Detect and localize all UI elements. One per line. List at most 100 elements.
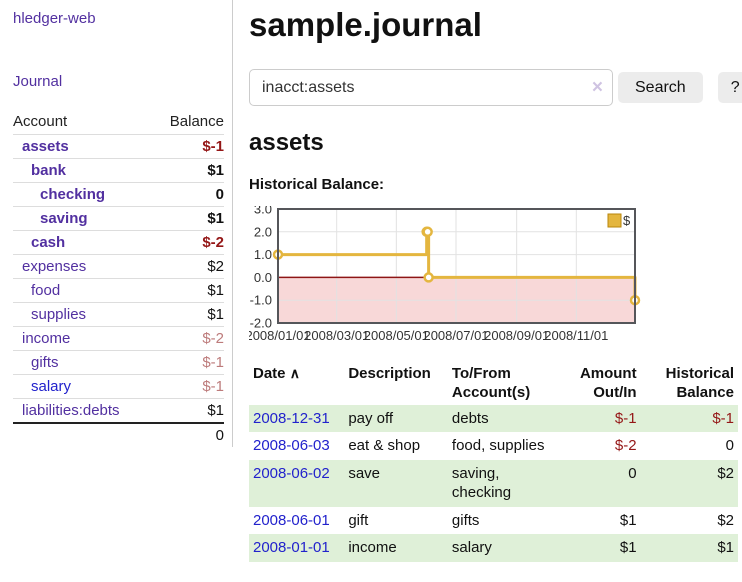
transactions-table: Date ∧ Description To/From Account(s) Am… — [249, 363, 738, 562]
account-link-salary[interactable]: salary — [31, 378, 72, 395]
page-title: sample.journal — [249, 6, 482, 43]
search-form: × Search ? — [249, 69, 742, 106]
transaction-amount: $-2 — [614, 437, 637, 454]
search-button[interactable]: Search — [618, 72, 703, 103]
transaction-date-link[interactable]: 2008-06-02 — [253, 464, 330, 482]
header-amount: Amount Out/In — [579, 365, 637, 401]
svg-text:2008/07/01: 2008/07/01 — [423, 328, 488, 343]
transaction-row: 2008-01-01 income salary $1 $1 — [249, 534, 738, 562]
accounts-header-balance: Balance — [169, 113, 224, 130]
transactions-header-row: Date ∧ Description To/From Account(s) Am… — [249, 363, 738, 405]
transaction-description: save — [348, 464, 380, 482]
clear-search-icon[interactable]: × — [591, 76, 603, 98]
svg-text:$: $ — [623, 213, 631, 228]
account-link-liabilities-debts[interactable]: liabilities:debts — [22, 402, 120, 419]
transaction-amount: $-1 — [614, 409, 637, 427]
account-link-income[interactable]: income — [22, 330, 71, 347]
transaction-accounts: gifts — [451, 511, 480, 529]
svg-text:2.0: 2.0 — [254, 224, 272, 239]
account-row-saving: saving $1 — [13, 206, 224, 231]
account-row-gifts: gifts $-1 — [13, 350, 224, 375]
transaction-balance: $2 — [717, 464, 734, 482]
account-link-gifts[interactable]: gifts — [31, 354, 59, 371]
account-row-bank: bank $1 — [13, 158, 224, 183]
main-content: sample.journal × Search ? assets Histori… — [249, 0, 742, 562]
transaction-amount: $1 — [619, 539, 637, 556]
svg-text:2008/03/01: 2008/03/01 — [304, 328, 369, 343]
accounts-header-account: Account — [13, 113, 68, 130]
transaction-description: eat & shop — [348, 437, 421, 454]
header-accounts: To/From Account(s) — [451, 365, 531, 401]
accounts-total-row: 0 — [13, 422, 224, 447]
sidebar: hledger-web Journal Account Balance asse… — [0, 0, 233, 447]
transaction-amount: $1 — [619, 511, 637, 529]
account-link-checking[interactable]: checking — [40, 186, 106, 203]
account-balance: 0 — [152, 182, 224, 207]
account-balance: $1 — [152, 302, 224, 327]
account-balance: $-1 — [152, 134, 224, 159]
account-balance: $-1 — [152, 374, 224, 399]
svg-text:0.0: 0.0 — [254, 270, 272, 285]
account-row-food: food $1 — [13, 278, 224, 303]
account-row-income: income $-2 — [13, 326, 224, 351]
transaction-date-link[interactable]: 2008-06-01 — [253, 511, 330, 529]
header-date[interactable]: Date ∧ — [253, 365, 300, 382]
account-row-supplies: supplies $1 — [13, 302, 224, 327]
transaction-description: pay off — [348, 409, 394, 427]
svg-text:-2.0: -2.0 — [250, 316, 272, 331]
account-balance: $1 — [152, 158, 224, 183]
historical-balance-chart: 3.0 2.0 1.0 0.0 -1.0 -2.0 2008/01/01 2008/03/01… — [249, 206, 709, 346]
account-balance: $-1 — [152, 350, 224, 375]
account-view-title: assets — [249, 129, 324, 156]
account-balance: $1 — [152, 398, 224, 423]
svg-text:-1.0: -1.0 — [250, 293, 272, 308]
transaction-accounts: saving, checking — [451, 464, 512, 502]
account-link-assets[interactable]: assets — [22, 138, 69, 155]
svg-text:2008/11/01: 2008/11/01 — [544, 328, 608, 343]
account-link-cash[interactable]: cash — [31, 234, 66, 251]
sort-ascending-icon[interactable]: ∧ — [289, 365, 300, 381]
account-row-checking: checking 0 — [13, 182, 224, 207]
account-link-supplies[interactable]: supplies — [31, 306, 87, 323]
chart-canvas: 3.0 2.0 1.0 0.0 -1.0 -2.02008/01/012008/03/01… — [249, 206, 641, 343]
account-link-food[interactable]: food — [31, 282, 61, 299]
account-link-expenses[interactable]: expenses — [22, 258, 87, 275]
transaction-balance: $2 — [717, 511, 734, 529]
header-description: Description — [348, 365, 431, 382]
transaction-accounts: salary — [451, 539, 492, 556]
account-balance: $1 — [152, 206, 224, 231]
accounts-total-value: 0 — [152, 422, 224, 447]
svg-text:2008/05/01: 2008/05/01 — [364, 328, 429, 343]
transaction-row: 2008-12-31 pay off debts $-1 $-1 — [249, 404, 738, 432]
account-row-salary: salary $-1 — [13, 374, 224, 399]
transaction-date-link[interactable]: 2008-01-01 — [253, 539, 330, 556]
transaction-balance: $1 — [717, 539, 734, 556]
account-link-saving[interactable]: saving — [40, 210, 88, 227]
transaction-row: 2008-06-02 save saving, checking 0 $2 — [249, 459, 738, 507]
accounts-table: Account Balance assets $-1 bank $1 check… — [13, 110, 224, 447]
account-balance: $-2 — [152, 326, 224, 351]
account-balance: $-2 — [152, 230, 224, 255]
chart-title: Historical Balance: — [249, 176, 385, 193]
transaction-description: income — [348, 539, 397, 556]
transaction-date-link[interactable]: 2008-12-31 — [253, 409, 330, 427]
svg-text:2008/09/01: 2008/09/01 — [484, 328, 549, 343]
transaction-balance: 0 — [725, 437, 734, 454]
svg-text:2008/01/01: 2008/01/01 — [249, 328, 311, 343]
account-link-bank[interactable]: bank — [31, 162, 67, 179]
help-button[interactable]: ? — [717, 72, 742, 103]
sidebar-item-journal[interactable]: Journal — [13, 73, 63, 90]
account-row-cash: cash $-2 — [13, 230, 224, 255]
account-row-assets: assets $-1 — [13, 134, 224, 159]
transaction-amount: 0 — [628, 464, 637, 482]
header-balance: Historical Balance — [665, 365, 734, 401]
accounts-header-row: Account Balance — [13, 110, 224, 135]
svg-text:1.0: 1.0 — [254, 247, 272, 262]
app-title-link[interactable]: hledger-web — [13, 10, 96, 27]
search-input[interactable] — [249, 69, 613, 106]
account-balance: $2 — [152, 254, 224, 279]
account-row-expenses: expenses $2 — [13, 254, 224, 279]
svg-text:3.0: 3.0 — [254, 206, 272, 217]
transaction-accounts: food, supplies — [451, 437, 545, 454]
transaction-date-link[interactable]: 2008-06-03 — [253, 437, 330, 454]
